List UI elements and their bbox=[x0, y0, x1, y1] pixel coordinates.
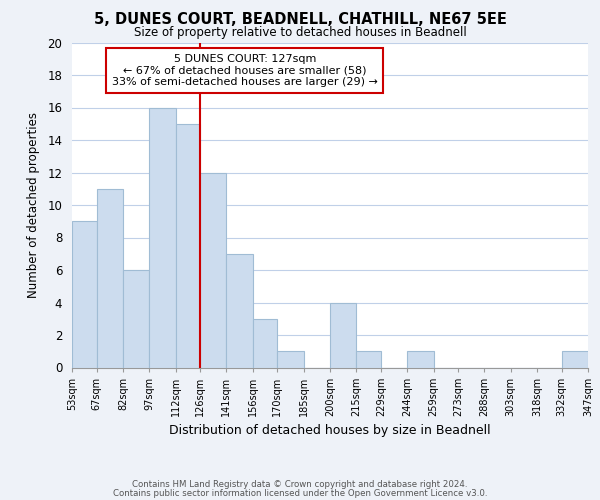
Bar bbox=[200, 172, 226, 368]
Text: Contains HM Land Registry data © Crown copyright and database right 2024.: Contains HM Land Registry data © Crown c… bbox=[132, 480, 468, 489]
Bar bbox=[407, 351, 434, 368]
Bar bbox=[277, 351, 304, 368]
Text: 5 DUNES COURT: 127sqm
← 67% of detached houses are smaller (58)
33% of semi-deta: 5 DUNES COURT: 127sqm ← 67% of detached … bbox=[112, 54, 378, 87]
Bar bbox=[562, 351, 588, 368]
Bar bbox=[330, 302, 356, 368]
Bar bbox=[226, 254, 253, 368]
Bar bbox=[97, 188, 123, 368]
Y-axis label: Number of detached properties: Number of detached properties bbox=[28, 112, 40, 298]
Bar bbox=[176, 124, 200, 368]
Bar bbox=[253, 319, 277, 368]
Bar bbox=[123, 270, 149, 368]
Text: Contains public sector information licensed under the Open Government Licence v3: Contains public sector information licen… bbox=[113, 488, 487, 498]
X-axis label: Distribution of detached houses by size in Beadnell: Distribution of detached houses by size … bbox=[169, 424, 491, 437]
Bar bbox=[72, 221, 97, 368]
Bar bbox=[356, 351, 381, 368]
Text: Size of property relative to detached houses in Beadnell: Size of property relative to detached ho… bbox=[134, 26, 466, 39]
Bar bbox=[149, 108, 176, 368]
Text: 5, DUNES COURT, BEADNELL, CHATHILL, NE67 5EE: 5, DUNES COURT, BEADNELL, CHATHILL, NE67… bbox=[94, 12, 506, 26]
